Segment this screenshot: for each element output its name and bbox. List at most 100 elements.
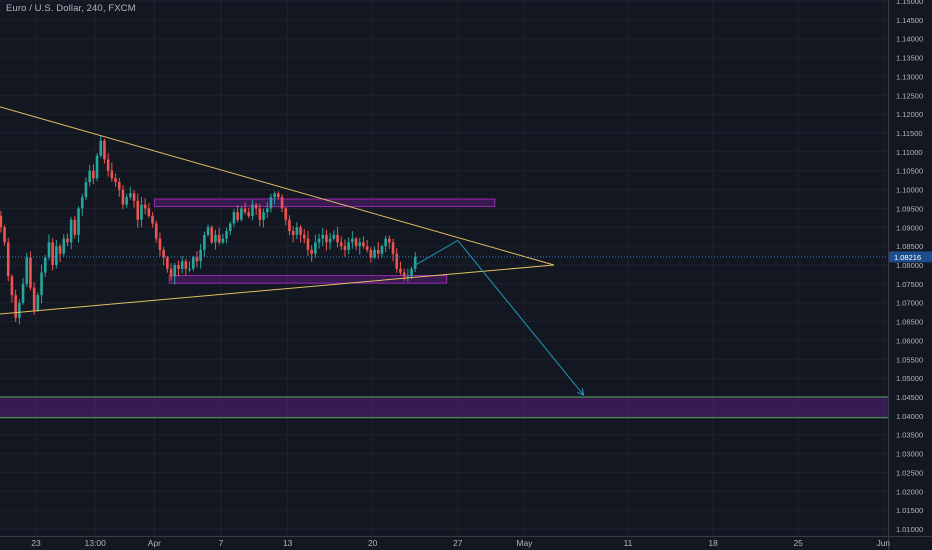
candle-body: [95, 155, 99, 179]
price-tick-label: 1.02000: [896, 487, 923, 496]
price-tick-label: 1.11500: [896, 129, 923, 138]
candle-body: [228, 223, 232, 232]
candle: [177, 260, 180, 277]
candle: [277, 191, 280, 200]
candle: [284, 206, 288, 226]
candle: [21, 277, 25, 305]
price-tick-label: 1.12500: [896, 91, 923, 100]
candle: [125, 193, 128, 208]
current-price-label-text: 1.08216: [894, 253, 921, 262]
projection-arrow: [413, 239, 584, 396]
candle: [162, 246, 165, 266]
price-tick-label: 1.14500: [896, 16, 923, 25]
time-tick-label: 13:00: [85, 538, 107, 548]
candle-body: [295, 227, 299, 235]
symbol-title: Euro / U.S. Dollar, 240, FXCM: [6, 3, 136, 14]
candle-body: [25, 257, 29, 284]
candle: [291, 225, 295, 243]
candle: [106, 153, 110, 177]
candle-body: [236, 212, 239, 220]
candle: [51, 238, 54, 271]
candle: [154, 220, 158, 243]
price-tick-label: 1.06500: [896, 318, 923, 327]
price-tick-label: 1.08500: [896, 242, 923, 251]
candle: [217, 227, 221, 245]
candle: [188, 261, 191, 273]
candle: [351, 231, 354, 249]
candle: [110, 162, 114, 182]
candle: [136, 193, 140, 228]
candle-body: [121, 189, 125, 205]
candle-body: [40, 272, 43, 296]
price-tick-label: 1.05500: [896, 355, 923, 364]
candle: [36, 292, 40, 313]
candle: [140, 196, 143, 228]
price-tick-label: 1.05000: [896, 374, 923, 383]
candle-body: [177, 265, 180, 269]
price-tick-label: 1.14000: [896, 35, 923, 44]
candle-body: [277, 193, 280, 198]
candle: [114, 173, 117, 187]
candle: [362, 236, 365, 249]
candle-body: [47, 242, 51, 258]
price-tick-label: 1.01500: [896, 506, 923, 515]
candle-body: [217, 234, 221, 243]
candle: [273, 191, 276, 205]
candle-body: [328, 238, 332, 243]
candle: [373, 246, 376, 260]
candle-body: [0, 215, 3, 228]
candle-body: [110, 170, 114, 179]
candle-body: [69, 219, 73, 243]
candle: [88, 165, 91, 187]
candle-body: [169, 268, 173, 277]
candle: [58, 243, 62, 262]
candle-body: [117, 182, 121, 190]
candle: [6, 237, 10, 282]
candle: [410, 266, 413, 279]
candle-body: [317, 238, 321, 243]
candle-body: [395, 253, 399, 269]
candle-body: [10, 276, 14, 296]
candle-body: [29, 257, 32, 288]
candle-body: [302, 234, 306, 239]
candle: [92, 164, 95, 185]
candle-body: [143, 204, 147, 209]
price-tick-label: 1.02500: [896, 468, 923, 477]
candle: [321, 227, 325, 247]
candle-body: [166, 257, 169, 269]
candle: [129, 186, 132, 200]
candle: [47, 234, 51, 261]
candle: [62, 234, 66, 257]
price-tick-label: 1.04500: [896, 393, 923, 402]
trendline: [0, 106, 555, 266]
candle-body: [262, 212, 265, 220]
candle-body: [269, 197, 273, 209]
candle-body: [362, 242, 365, 247]
candle: [195, 251, 199, 268]
candle: [158, 232, 162, 257]
candle-body: [325, 234, 328, 243]
candle-body: [140, 204, 143, 220]
candle-body: [51, 242, 54, 265]
candle-body: [36, 295, 40, 311]
candle: [66, 233, 69, 247]
time-tick-label: 25: [793, 538, 803, 548]
candle-body: [206, 227, 210, 235]
price-tick-label: 1.03000: [896, 450, 923, 459]
candle: [143, 198, 147, 215]
candle-body: [347, 242, 350, 250]
candle-body: [358, 242, 362, 247]
price-tick-label: 1.11000: [896, 148, 923, 157]
candle: [265, 202, 269, 219]
time-axis: 23 13:00 Apr 7 13 20 27 May 11 18 25 Jun: [31, 538, 890, 548]
trendline: [0, 264, 555, 315]
candle: [310, 245, 313, 262]
candle-body: [158, 238, 162, 250]
candle: [391, 238, 395, 262]
candle-body: [162, 249, 165, 258]
candle: [243, 202, 247, 215]
candle: [332, 230, 336, 241]
candle: [406, 268, 410, 282]
